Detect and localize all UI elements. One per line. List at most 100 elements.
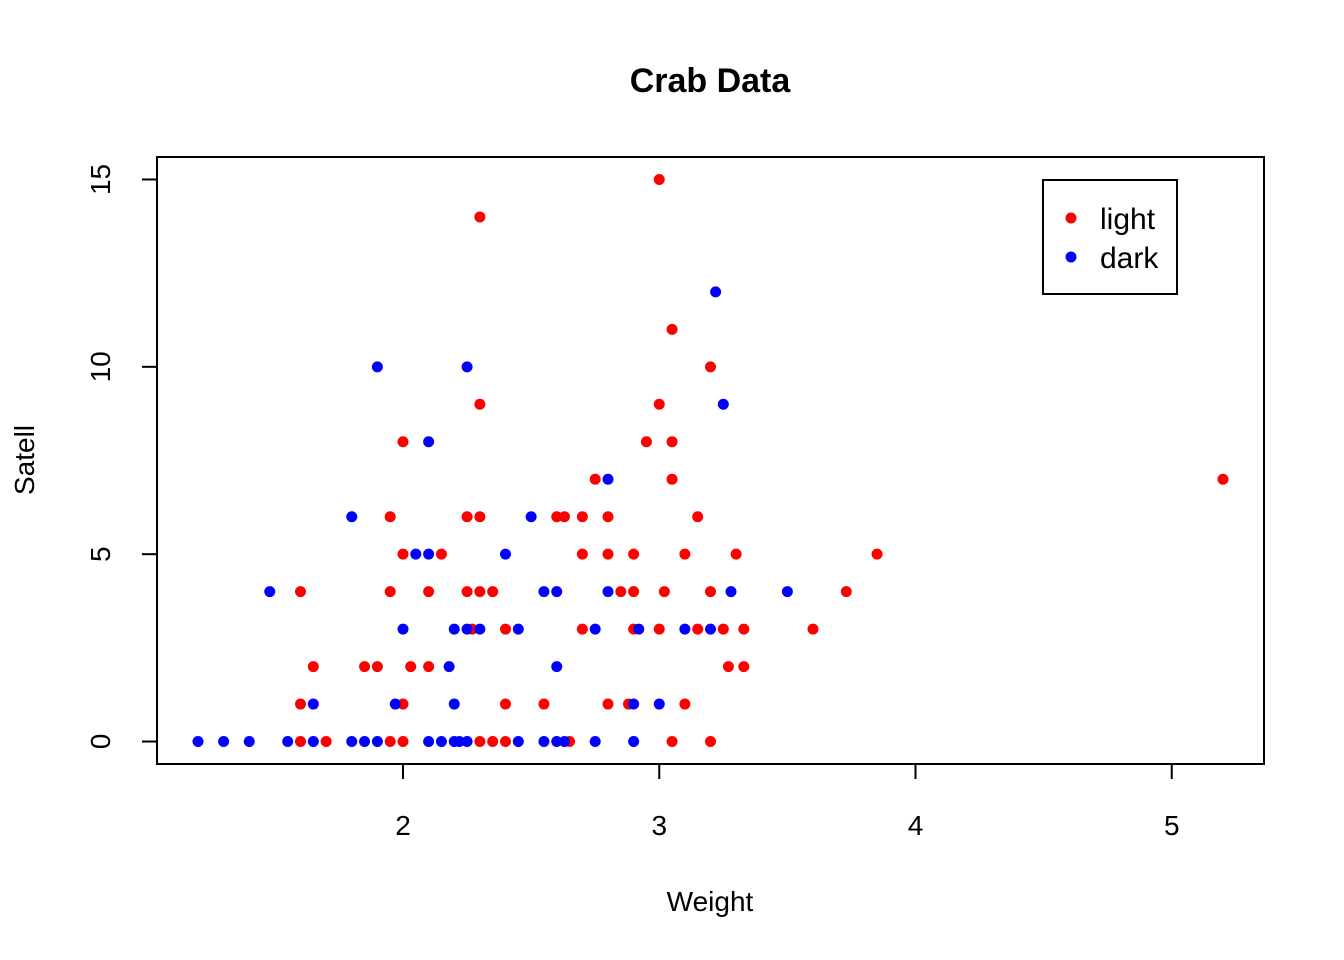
data-point-dark [307,736,319,748]
data-point-light [628,586,640,598]
data-point-light [295,736,306,748]
data-point-dark [346,511,358,523]
y-tick-label: 0 [85,734,116,750]
y-axis: 0 5 10 15 [85,164,157,749]
data-point-light [500,698,511,710]
data-point-dark [346,736,358,748]
data-point-dark [653,698,665,710]
data-point-light [474,211,486,223]
data-point-dark [371,736,383,748]
data-points [192,173,1229,748]
data-point-light [730,548,742,560]
data-point-dark [192,736,204,748]
data-point-light [705,361,716,373]
data-point-dark [359,736,371,748]
data-point-light [615,586,627,598]
data-point-dark [551,736,563,748]
data-point-light [397,736,409,748]
data-point-light [628,548,640,560]
data-point-light [320,736,332,748]
data-point-dark [461,361,473,373]
data-point-dark [628,698,640,710]
data-point-dark [602,473,614,485]
y-tick-label: 15 [85,164,116,195]
data-point-dark [512,623,524,635]
data-point-dark [551,661,563,673]
data-point-dark [423,736,435,748]
data-point-dark [264,586,276,598]
data-point-light [653,623,665,635]
data-point-dark [679,623,691,635]
data-point-light [307,661,319,673]
data-point-light [576,623,588,635]
x-tick-label: 2 [395,810,411,841]
y-tick-label: 5 [85,546,116,562]
data-point-light [666,323,678,335]
data-point-light [666,473,678,485]
data-point-dark [538,736,550,748]
data-point-light [487,736,499,748]
legend-marker-dark [1065,251,1077,263]
data-point-light [679,698,691,710]
data-point-light [738,661,750,673]
data-point-light [538,698,550,710]
data-point-light [500,623,511,635]
data-point-dark [282,736,294,748]
data-point-dark [602,586,614,598]
data-point-light [295,698,306,710]
data-point-dark [525,511,537,523]
y-tick-label: 10 [85,351,116,382]
data-point-dark [500,548,511,560]
data-point-dark [538,586,550,598]
legend-label-light: light [1100,203,1156,236]
data-point-light [423,661,435,673]
data-point-light [487,586,499,598]
data-point-dark [705,623,716,635]
data-point-light [589,473,601,485]
data-point-light [705,736,716,748]
data-point-light [359,661,371,673]
data-point-light [692,623,704,635]
x-axis-label: Weight [667,886,754,917]
data-point-light [461,586,473,598]
data-point-light [871,548,883,560]
data-point-dark [443,661,455,673]
data-point-dark [410,548,422,560]
data-point-dark [589,623,601,635]
data-point-light [397,698,409,710]
data-point-light [384,736,396,748]
x-tick-label: 5 [1164,810,1180,841]
data-point-light [474,511,486,523]
data-point-light [658,586,670,598]
data-point-light [602,511,614,523]
data-point-dark [243,736,255,748]
data-point-dark [717,398,729,410]
data-point-dark [453,736,465,748]
data-point-light [602,548,614,560]
data-point-dark [448,623,460,635]
data-point-dark [371,361,383,373]
data-point-dark [710,286,722,298]
data-point-dark [512,736,524,748]
data-point-light [397,548,409,560]
data-point-light [705,586,716,598]
data-point-light [371,661,383,673]
data-point-light [666,736,678,748]
data-point-light [738,623,750,635]
data-point-dark [423,436,435,448]
data-point-dark [474,623,486,635]
data-point-light [474,736,486,748]
data-point-light [384,586,396,598]
data-point-light [558,511,570,523]
data-point-dark [461,736,473,748]
data-point-light [551,511,563,523]
data-point-light [602,698,614,710]
data-point-dark [781,586,793,598]
data-point-dark [461,623,473,635]
data-point-light [423,586,435,598]
data-point-light [722,661,734,673]
chart-title: Crab Data [630,62,792,100]
data-point-dark [423,548,435,560]
data-point-light [1217,473,1229,485]
